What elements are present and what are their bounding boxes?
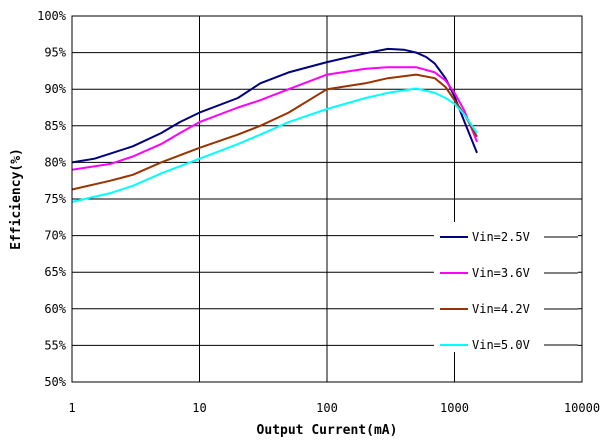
- y-tick-label: 70%: [44, 229, 66, 243]
- x-tick-labels: 1 10 100 1000 10000: [68, 401, 600, 415]
- y-tick-label: 65%: [44, 265, 66, 279]
- y-tick-label: 60%: [44, 302, 66, 316]
- y-tick-label: 50%: [44, 375, 66, 389]
- legend: Vin=2.5V Vin=3.6V Vin=4.2V Vin=5.0V: [434, 222, 578, 352]
- series-lines: [71, 47, 478, 203]
- legend-background: [434, 222, 578, 352]
- y-tick-label: 90%: [44, 82, 66, 96]
- y-tick-label: 100%: [37, 9, 67, 23]
- y-tick-label: 85%: [44, 119, 66, 133]
- y-axis-label: Efficiency(%): [9, 148, 24, 250]
- x-tick-label: 100: [316, 401, 338, 415]
- legend-label-1: Vin=2.5V: [472, 230, 530, 244]
- y-tick-label: 95%: [44, 46, 66, 60]
- x-tick-label: 1: [68, 401, 75, 415]
- plot-border: [71, 15, 583, 383]
- y-tick-label: 75%: [44, 192, 66, 206]
- y-tick-labels: 50% 55% 60% 65% 70% 75% 80% 85% 90% 95% 100%: [37, 9, 67, 389]
- series-line-2: [71, 66, 478, 171]
- x-tick-label: 10000: [564, 401, 600, 415]
- y-tick-label: 55%: [44, 338, 66, 352]
- x-tick-label: 10: [192, 401, 206, 415]
- series-line-1: [71, 47, 478, 164]
- y-tick-label: 80%: [44, 155, 66, 169]
- series-line-4: [71, 87, 478, 203]
- legend-label-2: Vin=3.6V: [472, 266, 530, 280]
- legend-label-3: Vin=4.2V: [472, 302, 530, 316]
- series-line-3: [71, 73, 478, 191]
- x-tick-label: 1000: [440, 401, 469, 415]
- x-axis-label: Output Current(mA): [257, 423, 398, 438]
- legend-label-4: Vin=5.0V: [472, 338, 530, 352]
